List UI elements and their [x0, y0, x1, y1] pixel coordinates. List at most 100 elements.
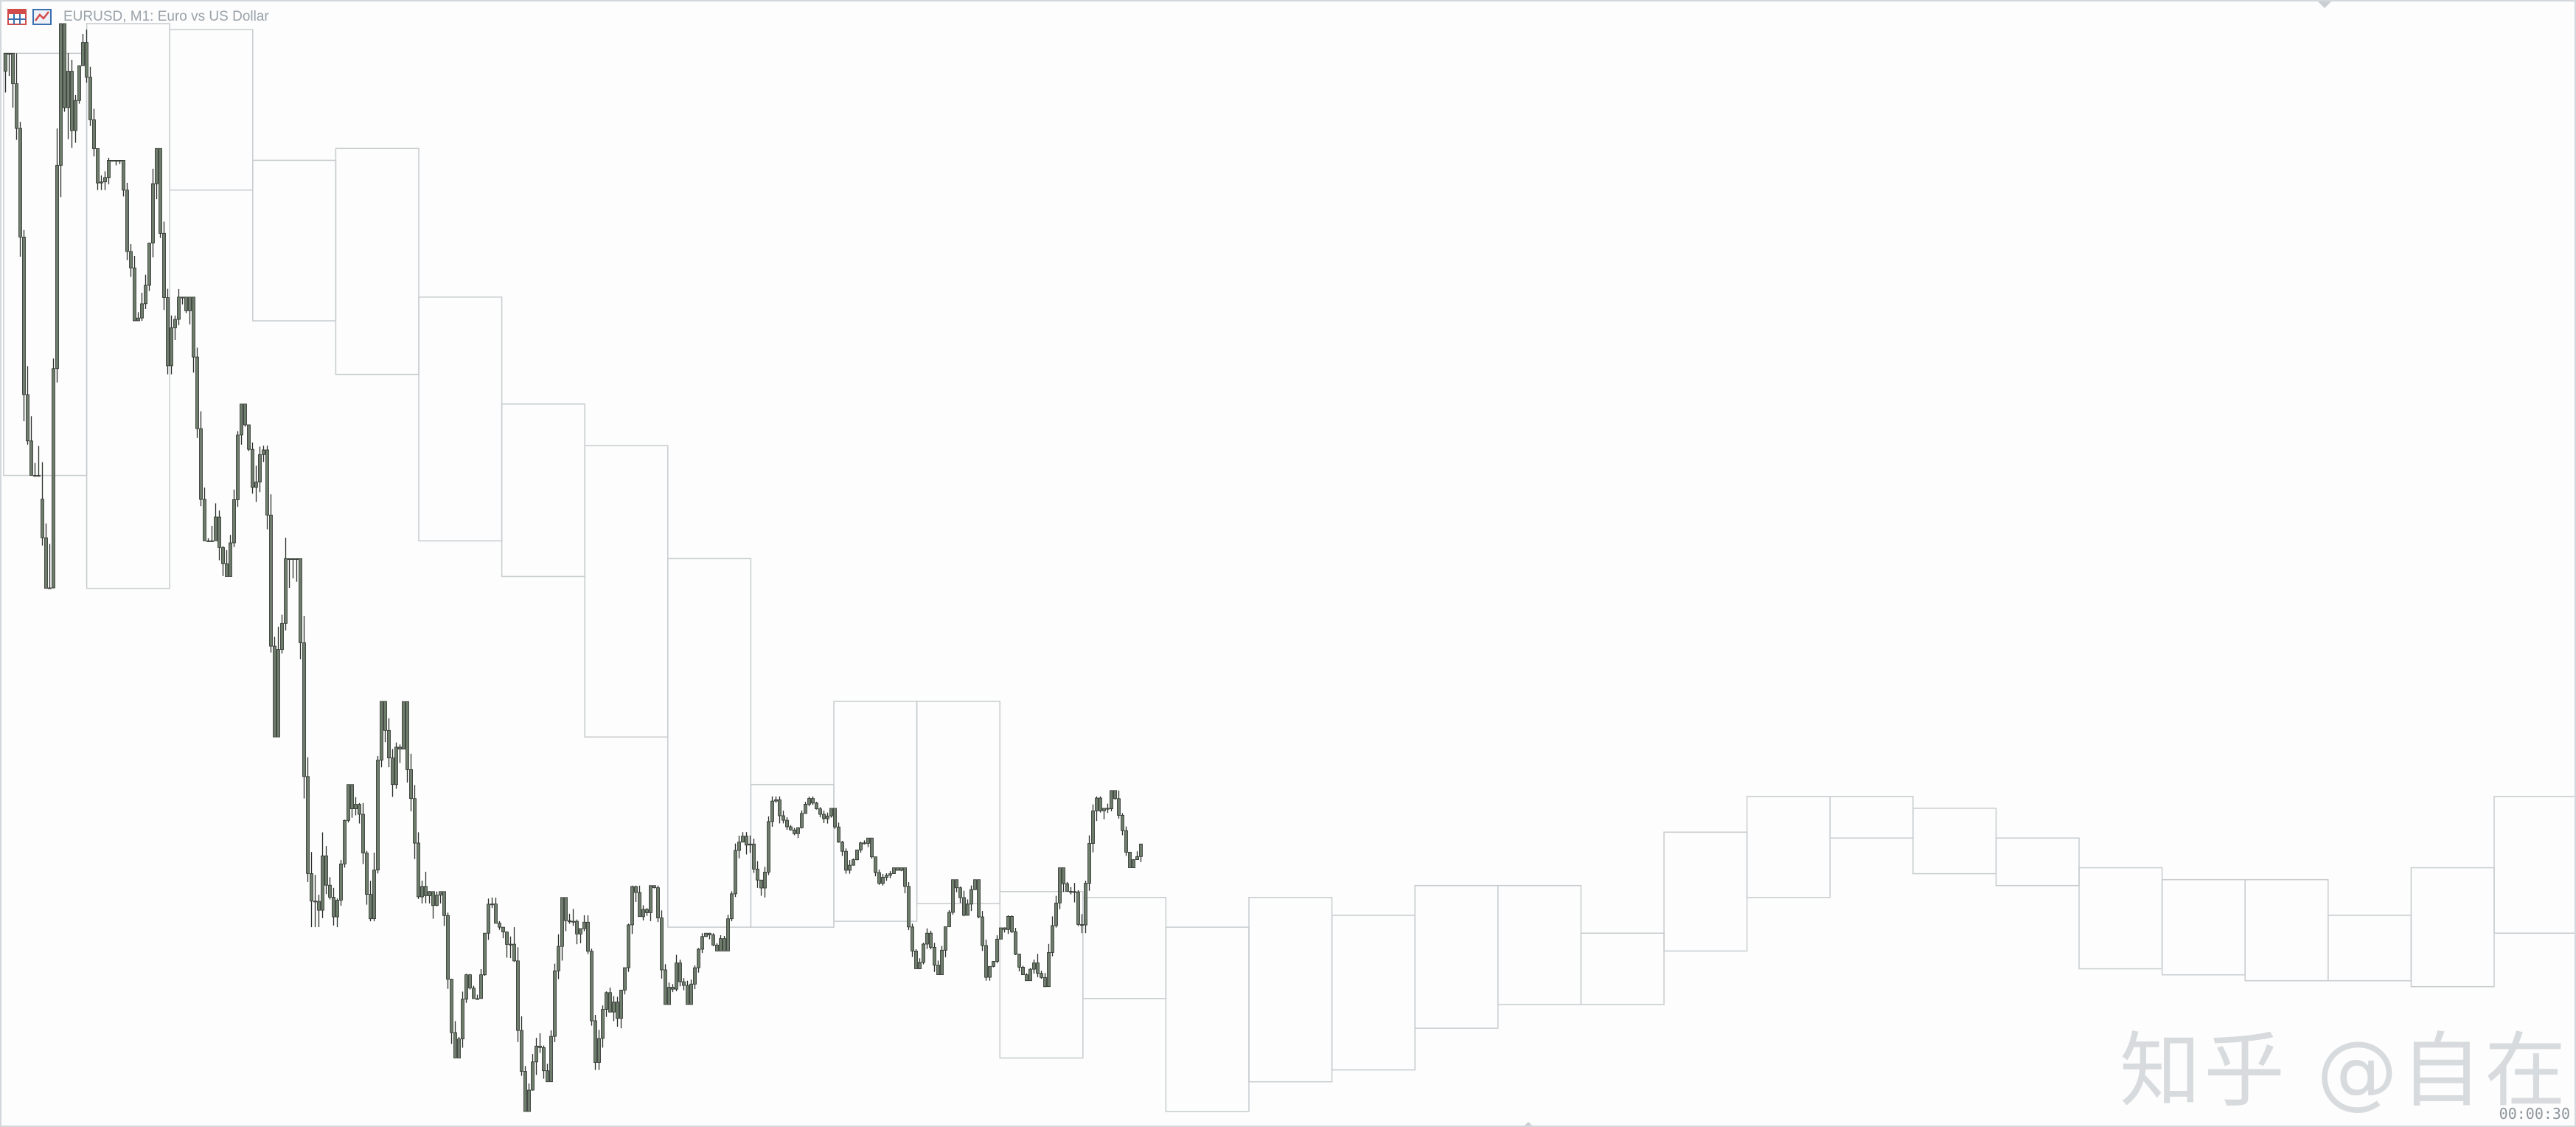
candle: [151, 168, 155, 257]
candle-body: [988, 965, 992, 978]
candle-body: [1014, 931, 1017, 955]
candle: [660, 910, 664, 979]
candle: [63, 23, 66, 112]
candle: [951, 879, 955, 915]
candle-body: [616, 1002, 619, 1019]
candle: [476, 994, 479, 1000]
tf-box: [2410, 867, 2495, 988]
candle-body: [350, 784, 354, 809]
candle-body: [870, 837, 874, 858]
candle-body: [122, 159, 125, 191]
candle: [977, 879, 981, 918]
candle: [361, 802, 365, 864]
candle-body: [15, 83, 18, 129]
candle: [41, 462, 44, 546]
candle: [85, 30, 88, 83]
candle: [398, 744, 402, 763]
candle: [468, 974, 472, 990]
candle: [568, 913, 571, 924]
candle-body: [1110, 790, 1113, 810]
tf-box: [1663, 831, 1748, 952]
candle: [310, 852, 313, 928]
candle-body: [664, 969, 667, 1005]
candle: [549, 1030, 553, 1083]
candle: [332, 887, 335, 926]
candle-body: [892, 867, 896, 875]
candle: [866, 837, 870, 847]
candle-body: [133, 267, 136, 322]
candle-body: [372, 870, 376, 919]
candle: [280, 614, 284, 653]
candle: [125, 182, 129, 260]
candle: [81, 34, 85, 66]
candle-body: [424, 886, 428, 896]
candle-body: [391, 757, 394, 786]
candle: [299, 558, 302, 659]
candle-body: [793, 829, 796, 834]
candle-body: [568, 920, 571, 923]
candle: [1062, 867, 1065, 892]
candle-body: [70, 71, 74, 131]
candle-body: [682, 981, 686, 986]
candle-body: [947, 912, 951, 927]
candle-body: [22, 236, 26, 395]
candle-body: [472, 988, 476, 999]
candle-body: [520, 1030, 523, 1072]
scroll-marker-top: [2318, 1, 2331, 8]
candle: [833, 808, 837, 829]
candle-body: [254, 482, 258, 488]
candle-body: [505, 932, 509, 945]
candle: [675, 954, 678, 991]
candle: [372, 853, 376, 922]
candle: [33, 462, 37, 477]
candle: [284, 538, 288, 631]
candle: [711, 933, 715, 946]
chart-type-icon[interactable]: [32, 9, 52, 25]
tf-box: [750, 783, 835, 928]
candle-body: [796, 827, 800, 834]
candle: [715, 943, 719, 951]
candle: [774, 796, 778, 803]
candle-body: [7, 52, 11, 55]
candle: [509, 936, 512, 959]
candle: [804, 802, 807, 814]
candle: [195, 347, 199, 438]
chart-title-bar: EURUSD, M1: Euro vs US Dollar: [7, 6, 269, 28]
candle-body: [240, 403, 243, 436]
candle-body: [273, 645, 276, 738]
candle: [424, 871, 428, 904]
candle: [870, 837, 874, 859]
candle: [597, 1030, 601, 1070]
chart-grid-icon[interactable]: [7, 9, 27, 25]
candle: [181, 297, 184, 305]
candle: [527, 1083, 531, 1112]
candle: [1010, 915, 1014, 933]
tf-box: [335, 148, 420, 375]
candle: [1080, 914, 1084, 934]
candle-body: [940, 949, 944, 976]
candle: [44, 523, 48, 589]
candle-body: [81, 42, 85, 66]
candle: [243, 403, 247, 427]
candle-body: [995, 938, 999, 962]
candle: [107, 157, 111, 184]
candle-body: [111, 159, 114, 162]
tf-box: [916, 701, 1000, 904]
candle: [848, 860, 852, 874]
candle: [273, 637, 276, 738]
candle: [405, 701, 409, 783]
candle-body: [55, 164, 59, 370]
candle-body: [166, 297, 170, 367]
candle: [203, 488, 206, 541]
candle: [1095, 796, 1099, 822]
candle: [1106, 803, 1110, 814]
candle-body: [840, 842, 844, 852]
candle: [29, 416, 33, 476]
candle: [641, 905, 645, 920]
candle: [103, 171, 107, 190]
candle: [74, 94, 77, 143]
tf-box: [418, 297, 503, 542]
candle-body: [678, 963, 682, 982]
